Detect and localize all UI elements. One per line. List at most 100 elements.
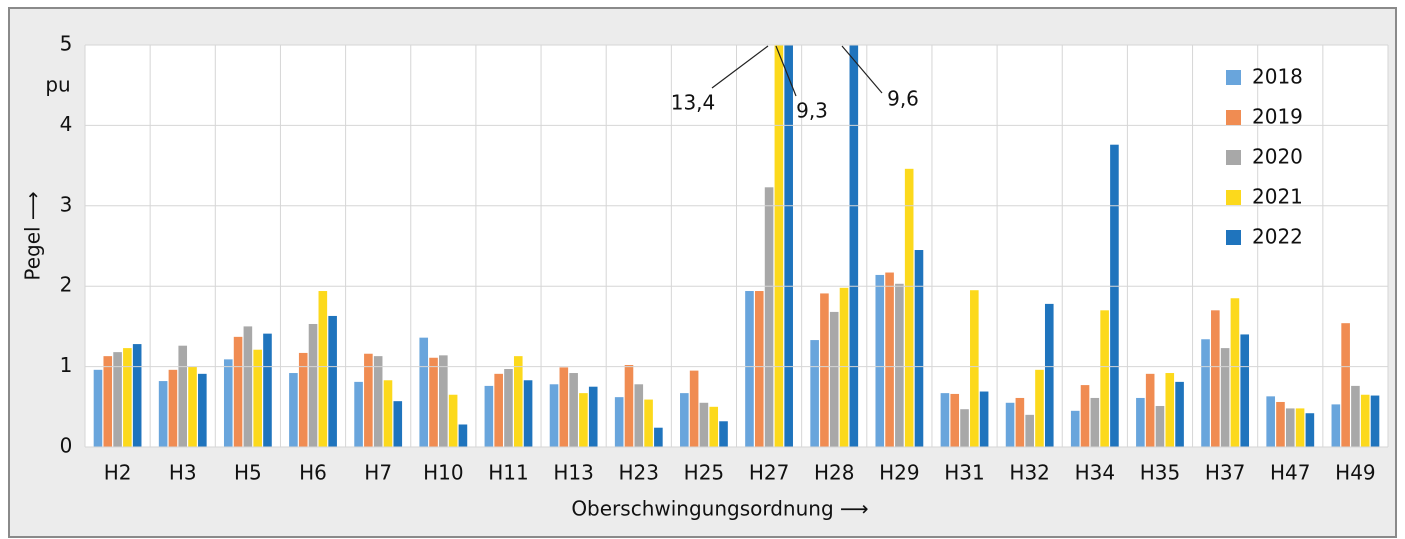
bar [448,394,458,447]
x-tick-label: H3 [169,461,197,485]
bar [1080,385,1090,447]
x-tick-label: H23 [619,461,660,485]
bar [745,291,754,447]
bar [93,369,103,447]
x-tick-label: H11 [488,461,529,485]
bar [429,357,438,447]
x-tick-label: H28 [814,461,855,485]
x-tick-label: H37 [1205,461,1246,485]
bar [979,391,989,447]
bar [1240,334,1250,447]
bar [354,381,363,447]
annotation-line [711,45,769,89]
bar [243,326,253,447]
bar [1035,369,1044,447]
bar [1100,310,1109,447]
bar [1175,381,1184,447]
bar [960,409,969,447]
x-tick-label: H25 [684,461,725,485]
bar [1201,339,1210,447]
bar [328,315,337,447]
bar [784,45,793,447]
bar [458,424,468,447]
bar [168,369,178,447]
bar [1360,394,1370,447]
bar [689,370,699,447]
x-tick-label: H6 [299,461,327,485]
legend-label: 2020 [1252,145,1303,169]
bar [829,311,839,447]
bar [588,386,598,447]
bar [764,187,774,447]
bar [904,168,914,447]
bar [914,250,924,447]
bar [253,349,262,447]
bar [419,337,429,447]
bar [1155,405,1165,447]
bar [188,366,197,447]
x-tick-label: H7 [364,461,392,485]
bar [774,45,784,447]
bar [579,393,588,447]
bar [875,274,885,447]
bar [810,340,819,447]
x-tick-label: H13 [553,461,594,485]
bar [298,352,308,447]
x-tick-label: H49 [1335,461,1376,485]
bar [289,373,298,447]
bar [1136,397,1145,447]
bar [393,401,403,447]
bar [1370,395,1380,447]
bar [178,345,188,447]
bar [950,393,960,447]
legend-label: 2021 [1252,185,1303,209]
bar [364,353,373,447]
annotation: 9,6 [887,87,919,111]
bar [223,359,233,447]
bar [484,385,494,447]
bar [383,380,393,447]
bar [523,380,533,447]
bar [1211,310,1220,447]
y-tick-label: 2 [60,273,73,297]
bar [1351,385,1360,447]
bar [634,384,644,447]
bar [1266,396,1275,447]
bar [318,291,328,447]
bar [103,356,113,447]
bar [158,381,168,447]
x-tick-label: H35 [1140,461,1181,485]
bar [849,45,859,447]
bar [839,287,849,447]
x-tick-label: H47 [1270,461,1311,485]
bars [93,45,1380,447]
annotation-line [841,45,883,94]
y-unit: pu [45,73,70,97]
bar [699,402,709,447]
legend-swatch [1226,230,1241,245]
bar [1015,397,1025,447]
legend-label: 2022 [1252,225,1303,249]
bar [513,356,523,447]
x-tick-label: H27 [749,461,790,485]
bar [680,393,689,447]
x-tick-label: H34 [1075,461,1116,485]
bar [1230,298,1240,447]
bar [820,293,829,447]
x-axis-label: Oberschwingungsordnung ⟶ [571,497,868,521]
bar [1025,414,1034,447]
bar [1295,408,1305,447]
bar [308,323,318,447]
bar [132,344,142,447]
legend-swatch [1226,110,1241,125]
bar [263,333,272,447]
bar [1110,144,1119,447]
bar [1331,404,1341,447]
x-tick-label: H5 [234,461,262,485]
x-tick-label: H2 [104,461,132,485]
y-tick-label: 5 [60,32,73,56]
legend-label: 2019 [1252,105,1303,129]
bar [439,355,448,447]
bar [1044,303,1054,447]
